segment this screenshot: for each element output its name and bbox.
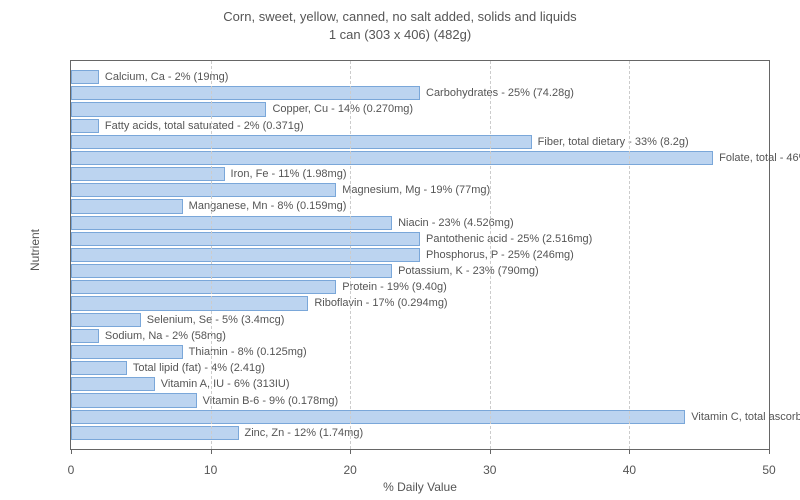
bar xyxy=(71,167,225,181)
bar-label: Riboflavin - 17% (0.294mg) xyxy=(310,297,447,309)
x-tick-label: 50 xyxy=(762,463,775,477)
bar-label: Iron, Fe - 11% (1.98mg) xyxy=(227,168,347,180)
bar-row: Potassium, K - 23% (790mg) xyxy=(71,263,769,279)
bar xyxy=(71,183,336,197)
nutrient-chart: Corn, sweet, yellow, canned, no salt add… xyxy=(0,0,800,500)
grid-line xyxy=(211,61,212,449)
bar-label: Fiber, total dietary - 33% (8.2g) xyxy=(534,136,689,148)
x-tick-label: 40 xyxy=(623,463,636,477)
bar xyxy=(71,393,197,407)
bar xyxy=(71,426,239,440)
bar xyxy=(71,151,713,165)
bar-row: Thiamin - 8% (0.125mg) xyxy=(71,344,769,360)
bar-label: Phosphorus, P - 25% (246mg) xyxy=(422,249,574,261)
bar-row: Magnesium, Mg - 19% (77mg) xyxy=(71,182,769,198)
bar xyxy=(71,377,155,391)
bar-row: Carbohydrates - 25% (74.28g) xyxy=(71,85,769,101)
bar-label: Selenium, Se - 5% (3.4mcg) xyxy=(143,314,285,326)
bar-row: Protein - 19% (9.40g) xyxy=(71,279,769,295)
bar xyxy=(71,70,99,84)
bar-row: Vitamin A, IU - 6% (313IU) xyxy=(71,376,769,392)
bar xyxy=(71,102,266,116)
x-tick-label: 30 xyxy=(483,463,496,477)
bar xyxy=(71,135,532,149)
x-tick-mark xyxy=(769,449,770,454)
bar-label: Total lipid (fat) - 4% (2.41g) xyxy=(129,362,265,374)
x-axis-label: % Daily Value xyxy=(70,480,770,494)
y-axis-label: Nutrient xyxy=(28,229,42,271)
bar-label: Sodium, Na - 2% (58mg) xyxy=(101,330,226,342)
bar-row: Phosphorus, P - 25% (246mg) xyxy=(71,247,769,263)
x-tick-label: 0 xyxy=(68,463,75,477)
bar-row: Iron, Fe - 11% (1.98mg) xyxy=(71,166,769,182)
grid-line xyxy=(629,61,630,449)
bar xyxy=(71,280,336,294)
bar-label: Carbohydrates - 25% (74.28g) xyxy=(422,87,574,99)
bar-label: Copper, Cu - 14% (0.270mg) xyxy=(268,103,413,115)
bar-label: Niacin - 23% (4.526mg) xyxy=(394,217,514,229)
bar-row: Fiber, total dietary - 33% (8.2g) xyxy=(71,134,769,150)
bar-label: Folate, total - 46% (183mcg) xyxy=(715,152,800,164)
bar-label: Pantothenic acid - 25% (2.516mg) xyxy=(422,233,592,245)
grid-line xyxy=(350,61,351,449)
bar xyxy=(71,264,392,278)
x-tick-mark xyxy=(350,449,351,454)
bar xyxy=(71,216,392,230)
bar-row: Calcium, Ca - 2% (19mg) xyxy=(71,69,769,85)
bar-row: Riboflavin - 17% (0.294mg) xyxy=(71,295,769,311)
bar-row: Niacin - 23% (4.526mg) xyxy=(71,215,769,231)
bar xyxy=(71,296,308,310)
plot-area: Calcium, Ca - 2% (19mg) Carbohydrates - 2… xyxy=(70,60,770,450)
title-line-2: 1 can (303 x 406) (482g) xyxy=(329,27,471,42)
bar-label: Zinc, Zn - 12% (1.74mg) xyxy=(241,427,364,439)
bar xyxy=(71,345,183,359)
bar-label: Vitamin C, total ascorbic acid - 44% (26… xyxy=(687,411,800,423)
x-tick-mark xyxy=(490,449,491,454)
bar-row: Sodium, Na - 2% (58mg) xyxy=(71,328,769,344)
bar-label: Calcium, Ca - 2% (19mg) xyxy=(101,71,228,83)
bar-row: Vitamin B-6 - 9% (0.178mg) xyxy=(71,392,769,408)
bar xyxy=(71,232,420,246)
bar xyxy=(71,199,183,213)
bar-row: Folate, total - 46% (183mcg) xyxy=(71,150,769,166)
bar-label: Magnesium, Mg - 19% (77mg) xyxy=(338,184,490,196)
x-tick-label: 20 xyxy=(344,463,357,477)
bar-row: Zinc, Zn - 12% (1.74mg) xyxy=(71,425,769,441)
bar-label: Vitamin B-6 - 9% (0.178mg) xyxy=(199,395,339,407)
grid-line xyxy=(490,61,491,449)
title-line-1: Corn, sweet, yellow, canned, no salt add… xyxy=(223,9,576,24)
x-tick-label: 10 xyxy=(204,463,217,477)
bar-row: Vitamin C, total ascorbic acid - 44% (26… xyxy=(71,409,769,425)
bar xyxy=(71,410,685,424)
bar xyxy=(71,119,99,133)
bar-row: Manganese, Mn - 8% (0.159mg) xyxy=(71,198,769,214)
bars-container: Calcium, Ca - 2% (19mg) Carbohydrates - 2… xyxy=(71,69,769,441)
bar xyxy=(71,86,420,100)
bar-label: Fatty acids, total saturated - 2% (0.371… xyxy=(101,120,304,132)
bar-label: Thiamin - 8% (0.125mg) xyxy=(185,346,307,358)
bar-label: Potassium, K - 23% (790mg) xyxy=(394,265,539,277)
bar-label: Protein - 19% (9.40g) xyxy=(338,281,447,293)
bar-row: Fatty acids, total saturated - 2% (0.371… xyxy=(71,118,769,134)
bar xyxy=(71,248,420,262)
bar-row: Pantothenic acid - 25% (2.516mg) xyxy=(71,231,769,247)
bar xyxy=(71,329,99,343)
bar xyxy=(71,313,141,327)
x-tick-mark xyxy=(629,449,630,454)
bar-row: Selenium, Se - 5% (3.4mcg) xyxy=(71,312,769,328)
x-tick-mark xyxy=(71,449,72,454)
bar xyxy=(71,361,127,375)
x-tick-mark xyxy=(211,449,212,454)
bar-row: Copper, Cu - 14% (0.270mg) xyxy=(71,101,769,117)
chart-title: Corn, sweet, yellow, canned, no salt add… xyxy=(0,0,800,43)
bar-row: Total lipid (fat) - 4% (2.41g) xyxy=(71,360,769,376)
bar-label: Vitamin A, IU - 6% (313IU) xyxy=(157,378,290,390)
bar-label: Manganese, Mn - 8% (0.159mg) xyxy=(185,200,347,212)
